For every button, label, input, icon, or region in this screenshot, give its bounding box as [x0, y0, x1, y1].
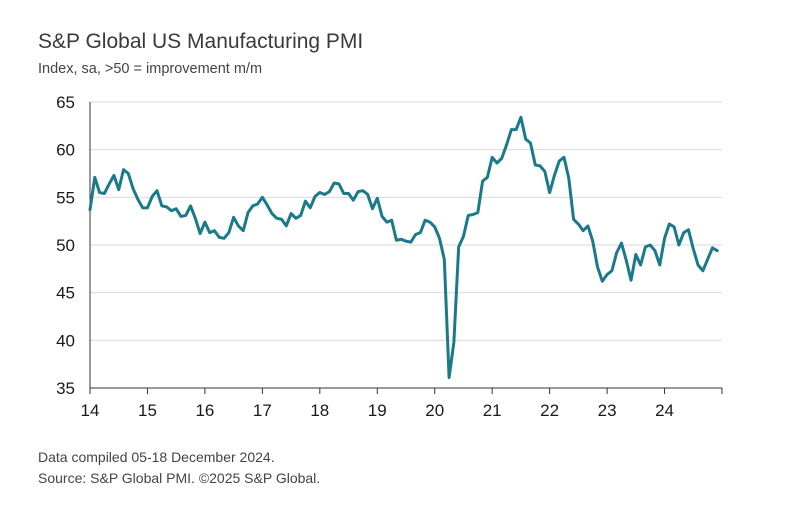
- y-tick-label: 60: [56, 141, 75, 160]
- y-tick-label: 55: [56, 188, 75, 207]
- x-tick-label: 21: [483, 401, 502, 420]
- x-tick-label: 23: [598, 401, 617, 420]
- x-tick-label: 24: [655, 401, 674, 420]
- y-tick-label: 65: [56, 93, 75, 112]
- x-tick-label: 19: [368, 401, 387, 420]
- x-tick-label: 16: [195, 401, 214, 420]
- pmi-series-line: [88, 115, 719, 380]
- chart-subtitle: Index, sa, >50 = improvement m/m: [38, 61, 263, 77]
- chart-title: S&P Global US Manufacturing PMI: [38, 30, 364, 53]
- data-compiled-note: Data compiled 05-18 December 2024.: [38, 449, 275, 465]
- x-tick-label: 15: [138, 401, 157, 420]
- y-tick-label: 40: [56, 331, 75, 350]
- y-tick-label: 50: [56, 236, 75, 255]
- x-tick-label: 22: [540, 401, 559, 420]
- x-tick-label: 20: [425, 401, 444, 420]
- x-tick-label: 14: [81, 401, 100, 420]
- x-tick-label: 17: [253, 401, 272, 420]
- source-note: Source: S&P Global PMI. ©2025 S&P Global…: [38, 470, 321, 486]
- y-tick-label: 45: [56, 284, 75, 303]
- y-tick-label: 35: [56, 379, 75, 398]
- x-tick-label: 18: [310, 401, 329, 420]
